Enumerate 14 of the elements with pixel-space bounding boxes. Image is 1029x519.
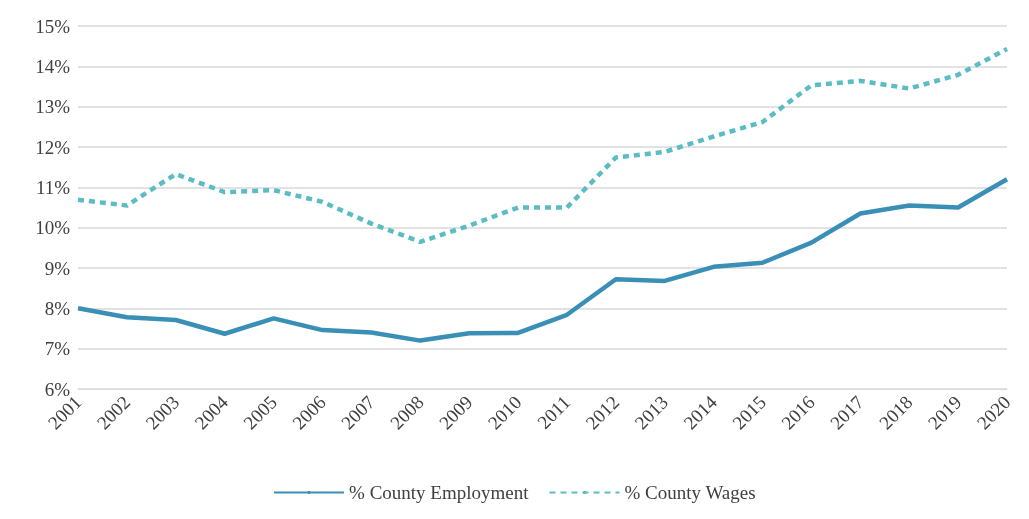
y-tick-label: 15% (35, 15, 71, 37)
y-tick-label: 14% (35, 55, 71, 77)
legend-label: % County Employment (349, 482, 530, 503)
y-tick-label: 7% (44, 338, 71, 360)
legend-label: % County Wages (624, 482, 756, 503)
y-tick-label: 10% (35, 217, 71, 239)
y-tick-label: 9% (44, 257, 71, 279)
y-tick-label: 13% (35, 96, 71, 118)
line-series (75, 46, 1010, 245)
y-tick-label: 11% (35, 176, 71, 198)
line-series (75, 177, 1010, 343)
y-tick-label: 12% (35, 136, 71, 158)
y-tick-label: 8% (44, 297, 71, 319)
y-tick-label: 6% (44, 378, 71, 400)
